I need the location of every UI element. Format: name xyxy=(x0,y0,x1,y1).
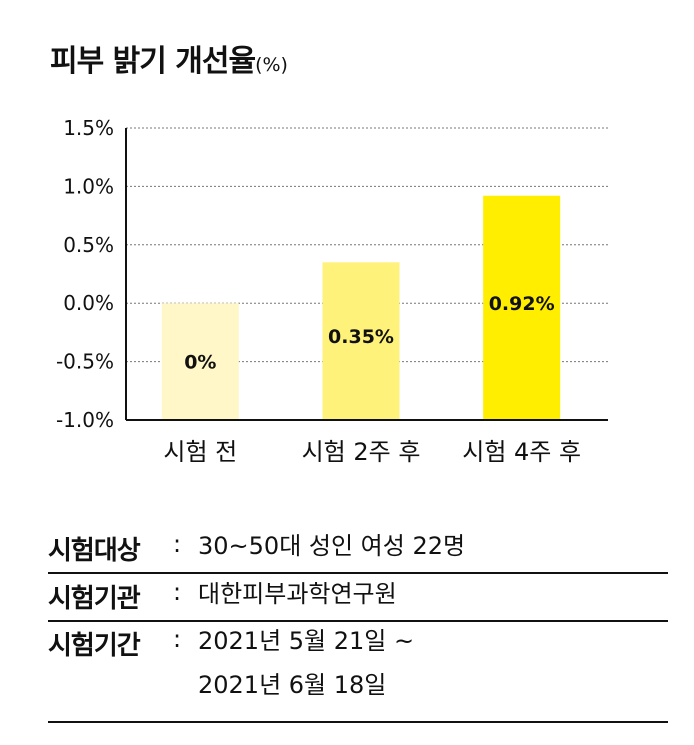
y-tick-label: 1.0% xyxy=(63,174,114,198)
info-value-subject: 30~50대 성인 여성 22명 xyxy=(198,532,466,560)
y-tick-label: 1.5% xyxy=(63,116,114,140)
x-category-label: 시험 2주 후 xyxy=(302,438,421,466)
info-value-period-line2: 2021년 6월 18일 xyxy=(198,671,387,699)
chart-title-text: 피부 밝기 개선율 xyxy=(50,44,256,79)
info-row-period: 시험기간 : 2021년 5월 21일 ~ 2021년 6월 18일 xyxy=(48,625,668,723)
y-tick-label: -1.0% xyxy=(56,408,114,432)
info-row-institution: 시험기관 : 대한피부과학연구원 xyxy=(48,578,668,622)
data-label: 0% xyxy=(184,352,216,374)
info-value-institution: 대한피부과학연구원 xyxy=(198,580,397,608)
info-separator: : xyxy=(173,530,182,558)
chart-title: 피부 밝기 개선율(%) xyxy=(50,36,288,80)
info-row-subject: 시험대상 : 30~50대 성인 여성 22명 xyxy=(48,530,668,574)
y-tick-label: 0.5% xyxy=(63,233,114,257)
bar xyxy=(161,303,239,420)
bar xyxy=(483,195,561,420)
info-separator: : xyxy=(173,625,182,653)
info-key-subject: 시험대상 xyxy=(48,536,141,566)
chart-title-unit: (%) xyxy=(255,54,288,76)
data-label: 0.92% xyxy=(489,293,555,315)
info-key-period: 시험기간 xyxy=(48,631,141,661)
x-category-label: 시험 4주 후 xyxy=(462,438,581,466)
bar xyxy=(322,262,400,420)
info-value-period: 2021년 5월 21일 ~ 2021년 6월 18일 xyxy=(198,619,414,707)
bar-chart: 1.5% 1.0% 0.5% 0.0% -0.5% -1.0% 0% 시험 전 0.35% 시험 … xyxy=(56,116,608,466)
y-tick-label: -0.5% xyxy=(56,350,114,374)
info-separator: : xyxy=(173,578,182,606)
info-value-period-line1: 2021년 5월 21일 ~ xyxy=(198,627,415,655)
info-key-institution: 시험기관 xyxy=(48,584,141,614)
y-tick-label: 0.0% xyxy=(63,291,114,315)
x-category-label: 시험 전 xyxy=(163,438,237,466)
data-label: 0.35% xyxy=(328,326,394,348)
